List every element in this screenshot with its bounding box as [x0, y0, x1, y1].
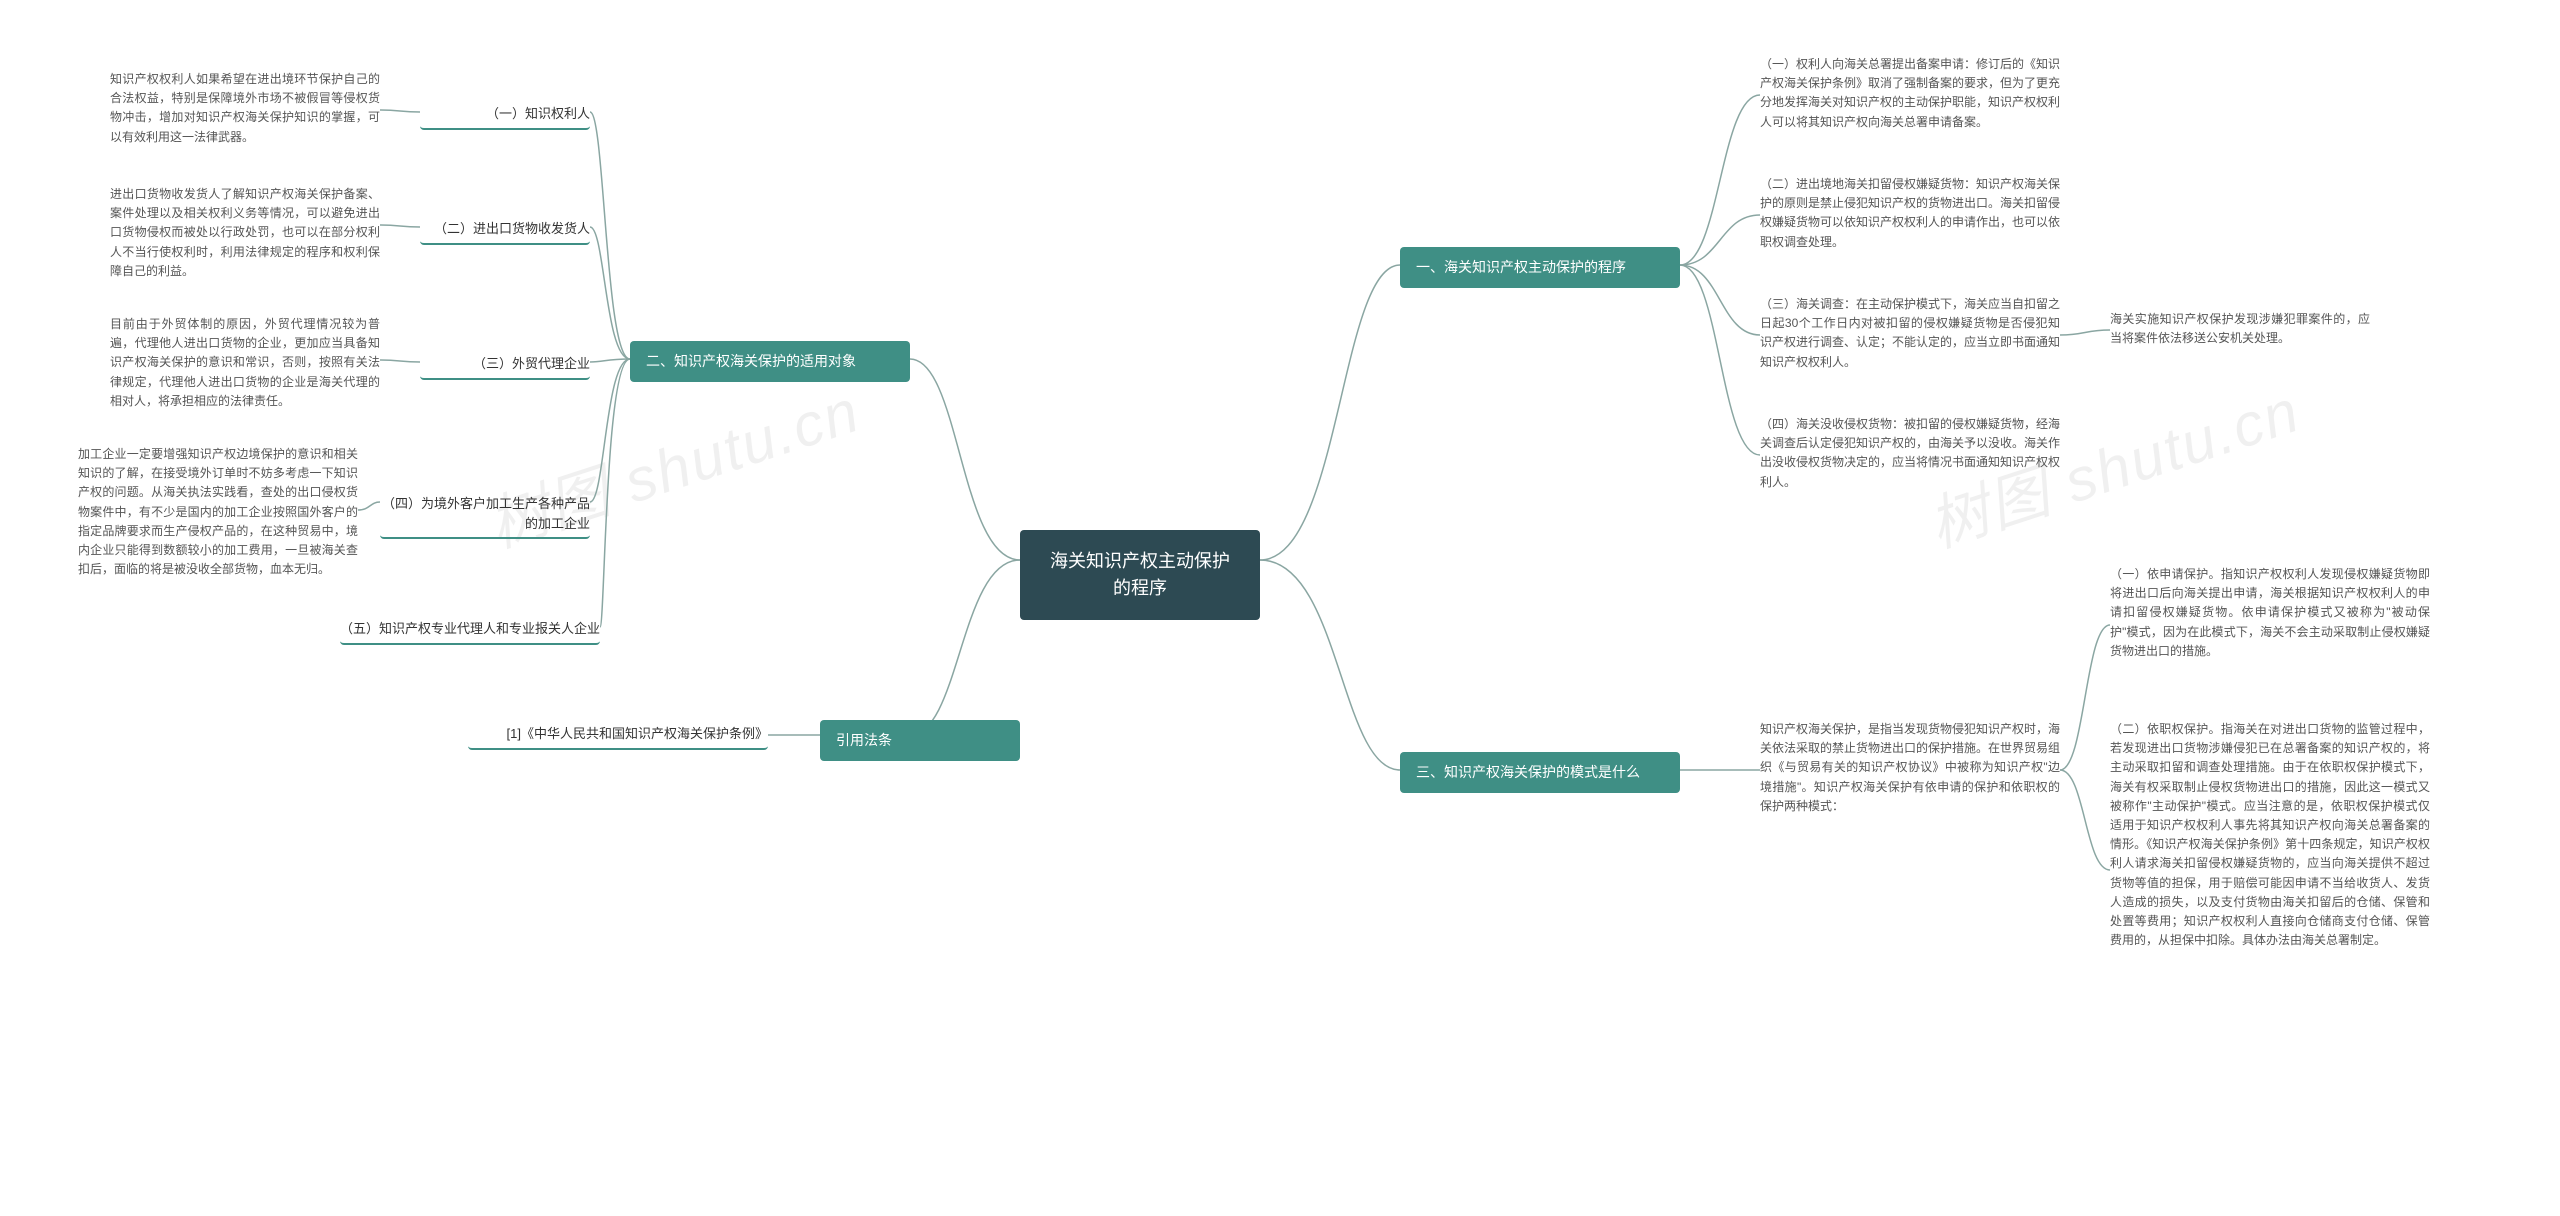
node-l1-c2: （二）进出口货物收发货人	[420, 215, 590, 245]
branch-citation: 引用法条	[820, 720, 1020, 761]
node-l1-c3: （三）外贸代理企业	[420, 350, 590, 380]
node-r1-c3-leaf: 海关实施知识产权保护发现涉嫌犯罪案件的，应当将案件依法移送公安机关处理。	[2110, 310, 2370, 348]
node-l1-c5: （五）知识产权专业代理人和专业报关人企业	[340, 615, 600, 645]
node-r1-c2: （二）进出境地海关扣留侵权嫌疑货物：知识产权海关保护的原则是禁止侵犯知识产权的货…	[1760, 175, 2060, 252]
root-node: 海关知识产权主动保护的程序	[1020, 530, 1260, 620]
node-r1-c3: （三）海关调查：在主动保护模式下，海关应当自扣留之日起30个工作日内对被扣留的侵…	[1760, 295, 2060, 372]
node-citation-1: [1]《中华人民共和国知识产权海关保护条例》	[468, 720, 768, 750]
node-l1-c3-leaf: 目前由于外贸体制的原因，外贸代理情况较为普遍，代理他人进出口货物的企业，更加应当…	[110, 315, 380, 411]
node-r2-c1-leaf2: （二）依职权保护。指海关在对进出口货物的监管过程中，若发现进出口货物涉嫌侵犯已在…	[2110, 720, 2430, 950]
node-l1-c1: （一）知识权利人	[420, 100, 590, 130]
node-l1-c1-leaf: 知识产权权利人如果希望在进出境环节保护自己的合法权益，特别是保障境外市场不被假冒…	[110, 70, 380, 147]
node-l1-c4: （四）为境外客户加工生产各种产品的加工企业	[380, 490, 590, 539]
node-r1-c4: （四）海关没收侵权货物：被扣留的侵权嫌疑货物，经海关调查后认定侵犯知识产权的，由…	[1760, 415, 2060, 492]
node-r2-c1: 知识产权海关保护，是指当发现货物侵犯知识产权时，海关依法采取的禁止货物进出口的保…	[1760, 720, 2060, 816]
branch-section-2: 二、知识产权海关保护的适用对象	[630, 341, 910, 382]
branch-section-1: 一、海关知识产权主动保护的程序	[1400, 247, 1680, 288]
node-r2-c1-leaf1: （一）依申请保护。指知识产权权利人发现侵权嫌疑货物即将进出口后向海关提出申请，海…	[2110, 565, 2430, 661]
node-r1-c1: （一）权利人向海关总署提出备案申请：修订后的《知识产权海关保护条例》取消了强制备…	[1760, 55, 2060, 132]
node-l1-c2-leaf: 进出口货物收发货人了解知识产权海关保护备案、案件处理以及相关权利义务等情况，可以…	[110, 185, 380, 281]
node-l1-c4-leaf: 加工企业一定要增强知识产权边境保护的意识和相关知识的了解，在接受境外订单时不妨多…	[78, 445, 358, 579]
branch-section-3: 三、知识产权海关保护的模式是什么	[1400, 752, 1680, 793]
